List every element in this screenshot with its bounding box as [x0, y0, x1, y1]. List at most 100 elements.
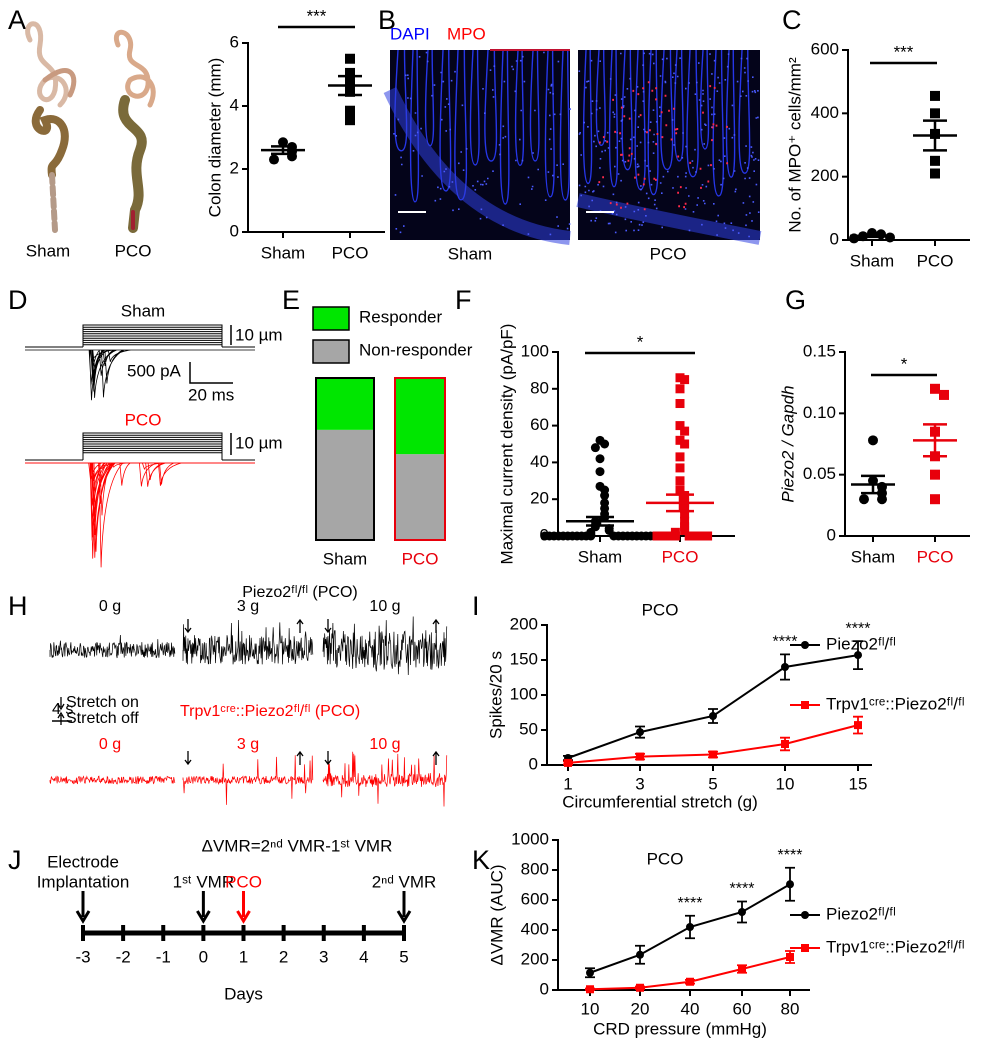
data-point	[345, 105, 355, 116]
y-tick-label: 40	[530, 452, 549, 471]
photo-label: PCO	[115, 241, 152, 260]
data-point	[738, 965, 746, 973]
timeline-tick-label: 1	[239, 947, 248, 966]
data-point	[652, 531, 662, 541]
stretch-arrow	[296, 618, 304, 633]
x-axis-label: CRD pressure (mmHg)	[593, 1019, 767, 1038]
x-tick-label: Sham	[851, 547, 895, 566]
significance-label: *	[901, 354, 908, 373]
data-point	[345, 53, 355, 64]
y-tick-label: 6	[230, 32, 239, 51]
stain-label: MPO	[447, 24, 486, 43]
stretch-arrow	[296, 750, 304, 765]
x-tick-label: 10	[776, 774, 795, 793]
data-point	[703, 531, 713, 541]
scale-label: 4 s	[52, 701, 73, 718]
event-label: Electrode	[47, 852, 119, 871]
nerve-recordings	[49, 616, 448, 807]
panel-letter: H	[8, 591, 28, 621]
y-tick-label: 20	[530, 489, 549, 508]
x-tick-label: PCO	[402, 549, 439, 568]
data-point	[595, 467, 605, 477]
stretch-arrow	[324, 751, 332, 766]
data-point	[738, 908, 746, 916]
y-tick-label: 600	[811, 39, 839, 58]
data-point	[709, 712, 717, 720]
legend-label: Piezo2ᶠˡ/ᶠˡ	[826, 634, 896, 653]
nuclei	[393, 51, 571, 236]
timeline-tick-label: 0	[199, 947, 208, 966]
x-tick-label: 60	[733, 999, 752, 1018]
chart-title: PCO	[647, 849, 684, 868]
stretch-arrow	[432, 750, 440, 765]
event-label: 1ˢᵗ VMR	[173, 872, 234, 891]
legend-swatch	[312, 306, 350, 331]
y-tick-label: 600	[521, 889, 549, 908]
muscle-layer	[576, 193, 762, 245]
y-axis-label: Piezo2 / Gapdh	[778, 385, 797, 502]
y-tick-label: 0.15	[803, 341, 836, 360]
x-axis-label: Circumferential stretch (g)	[562, 792, 758, 811]
timeline-tick-label: -1	[156, 947, 171, 966]
panel-letter: K	[472, 845, 490, 875]
y-tick-label: 100	[510, 684, 538, 703]
bar-outline	[315, 377, 375, 541]
data-point	[859, 494, 869, 505]
data-point	[930, 108, 940, 119]
y-tick-label: 150	[510, 649, 538, 668]
x-tick-label: PCO	[917, 547, 954, 566]
data-point	[675, 452, 685, 462]
legend-label: Trpv1ᶜʳᵉ::Piezo2ᶠˡ/ᶠˡ	[826, 937, 965, 956]
data-point	[781, 663, 789, 671]
data-point	[278, 137, 288, 148]
y-tick-label: 50	[519, 719, 538, 738]
data-point	[689, 531, 699, 541]
data-point	[680, 509, 690, 519]
current-trace	[25, 349, 255, 401]
x-tick-label: 20	[631, 999, 650, 1018]
stretch-arrow	[184, 619, 192, 634]
colon-photo	[25, 21, 156, 233]
scale-bars	[189, 325, 233, 455]
y-tick-label: 0.05	[803, 464, 836, 483]
marker-label: Stretch on	[66, 694, 139, 711]
y-tick-label: 0	[540, 979, 549, 998]
panel-letter: D	[8, 285, 28, 315]
y-axis-label: ΔVMR (AUC)	[487, 864, 506, 965]
significance-label: ****	[778, 847, 803, 864]
y-axis-label: No. of MPO⁺ cells/mm²	[785, 57, 804, 233]
data-point	[657, 531, 667, 541]
y-tick-label: 0.10	[803, 403, 836, 422]
event-arrow	[196, 891, 211, 924]
current-trace	[25, 462, 255, 487]
series-line	[567, 654, 859, 759]
data-point	[600, 491, 610, 501]
error-bar	[586, 515, 614, 527]
y-tick-label: 100	[521, 341, 549, 360]
x-tick-label: 40	[681, 999, 700, 1018]
y-tick-label: 200	[811, 166, 839, 185]
recording-trace	[49, 775, 176, 785]
x-tick-label: 3	[635, 774, 644, 793]
chart-title: ΔVMR=2ⁿᵈ VMR-1ˢᵗ VMR	[202, 836, 393, 855]
data-point	[786, 880, 794, 889]
recording-trace	[49, 634, 176, 659]
data-point	[930, 469, 940, 480]
image-label: PCO	[650, 244, 687, 263]
event-arrow	[75, 891, 91, 924]
recording-title: Trpv1ᶜʳᵉ::Piezo2ᶠˡ/ᶠˡ (PCO)	[180, 703, 360, 720]
data-point	[345, 67, 355, 78]
error-bar	[860, 233, 884, 239]
force-label: 10 g	[369, 736, 400, 753]
data-point	[680, 426, 690, 436]
muscle-layer	[383, 87, 571, 245]
event-label: Implantation	[37, 872, 130, 891]
x-tick-label: Sham	[578, 547, 622, 566]
y-axis-label: Maximal current density (pA/pF)	[497, 324, 516, 565]
timeline-tick-label: -3	[75, 947, 90, 966]
data-point	[686, 923, 694, 931]
data-point	[636, 983, 644, 992]
data-point	[686, 977, 694, 986]
scale-label: 500 pA	[127, 361, 182, 380]
timeline-tick-label: 2	[279, 947, 288, 966]
